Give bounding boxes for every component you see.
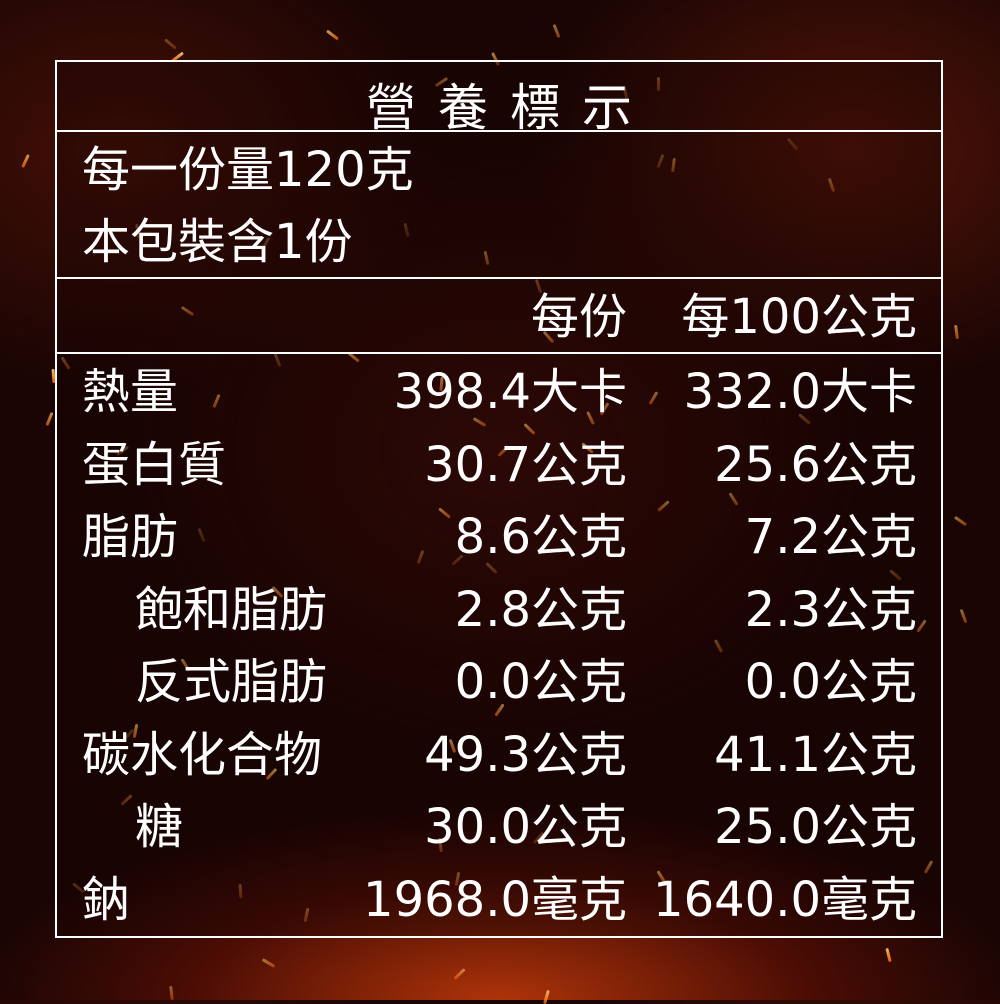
ember	[543, 989, 550, 1004]
divider	[57, 352, 941, 354]
nutrient-row: 碳水化合物 49.3公克 41.1公克	[57, 719, 941, 791]
nutrient-row: 鈉 1968.0毫克 1640.0毫克	[57, 864, 941, 936]
ember	[954, 324, 960, 340]
per-100g-value: 1640.0毫克	[653, 871, 917, 928]
ember	[325, 29, 339, 40]
nutrient-name: 反式脂肪	[135, 654, 328, 710]
nutrient-name: 熱量	[82, 364, 179, 420]
per-100g-value: 41.1公克	[714, 726, 917, 783]
nutrient-row: 糖 30.0公克 25.0公克	[57, 791, 941, 863]
nutrient-name: 鈉	[82, 871, 131, 928]
ember	[885, 947, 892, 963]
ember	[163, 38, 177, 51]
nutrient-name: 蛋白質	[82, 436, 227, 493]
per-serving-value: 8.6公克	[454, 509, 627, 565]
nutrient-row: 蛋白質 30.7公克 25.6公克	[57, 429, 941, 501]
ember	[453, 968, 467, 980]
nutrient-name: 糖	[135, 799, 184, 855]
nutrient-name: 碳水化合物	[82, 726, 323, 783]
nutrient-name: 脂肪	[82, 509, 179, 565]
per-serving-value: 398.4大卡	[393, 364, 627, 420]
per-serving-value: 0.0公克	[454, 654, 627, 710]
divider	[57, 277, 941, 279]
servings-per-package: 本包裝含1份	[82, 214, 353, 270]
ember	[552, 24, 560, 39]
per-serving-value: 30.0公克	[424, 799, 627, 855]
per-serving-value: 30.7公克	[424, 436, 627, 493]
serving-size: 每一份量120克	[82, 142, 414, 198]
per-100g-value: 332.0大卡	[683, 364, 917, 420]
nutrient-name: 飽和脂肪	[135, 581, 328, 638]
divider	[57, 130, 941, 132]
per-serving-value: 1968.0毫克	[363, 871, 627, 928]
per-100g-value: 25.0公克	[714, 799, 917, 855]
ember	[169, 985, 175, 1000]
nutrient-row: 熱量 398.4大卡 332.0大卡	[57, 356, 941, 428]
nutrient-row: 脂肪 8.6公克 7.2公克	[57, 501, 941, 573]
per-serving-value: 2.8公克	[454, 581, 627, 638]
per-100g-value: 2.3公克	[744, 581, 917, 638]
label-title: 營養標示	[366, 79, 654, 137]
per-100g-value: 7.2公克	[744, 509, 917, 565]
column-header-per-100g: 每100公克	[681, 289, 917, 345]
ember	[21, 154, 31, 169]
ember	[45, 412, 54, 427]
column-header-per-serving: 每份	[530, 289, 627, 345]
ember	[261, 958, 275, 969]
ember	[954, 516, 968, 527]
nutrient-row: 飽和脂肪 2.8公克 2.3公克	[57, 574, 941, 646]
per-serving-value: 49.3公克	[424, 726, 627, 783]
nutrient-row: 反式脂肪 0.0公克 0.0公克	[57, 646, 941, 718]
per-100g-value: 25.6公克	[714, 436, 917, 493]
nutrition-label: 營養標示 每一份量120克 本包裝含1份 每份 每100公克 熱量 398.4大…	[55, 60, 943, 938]
per-100g-value: 0.0公克	[744, 654, 917, 710]
ember	[959, 609, 967, 624]
